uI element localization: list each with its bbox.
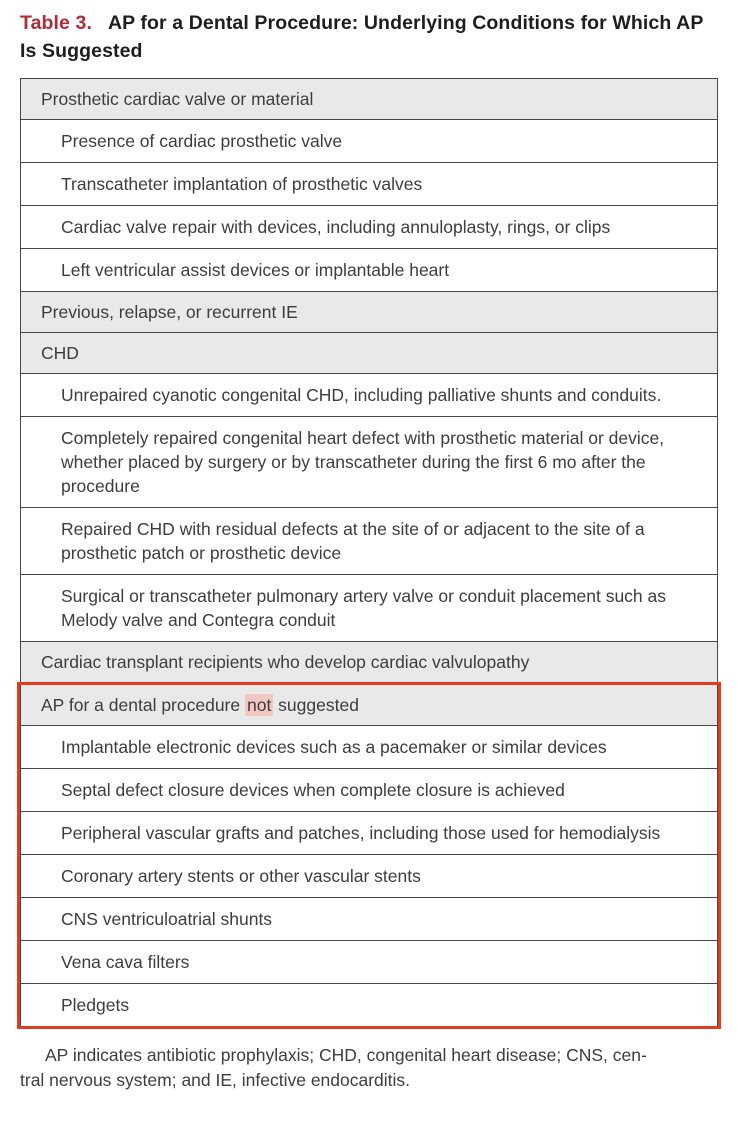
footnote-line: AP indicates antibiotic prophylaxis; CHD…: [45, 1045, 647, 1065]
table-row: Surgical or transcatheter pulmonary arte…: [21, 574, 717, 641]
not-word-highlight: not: [244, 694, 274, 716]
table-row: Pledgets: [21, 983, 717, 1026]
table-footnote: AP indicates antibiotic prophylaxis; CHD…: [20, 1043, 718, 1093]
table-row: Presence of cardiac prosthetic valve: [21, 119, 717, 162]
table-row: Completely repaired congenital heart def…: [21, 416, 717, 507]
table-row: Repaired CHD with residual defects at th…: [21, 507, 717, 574]
conditions-table: Prosthetic cardiac valve or material Pre…: [17, 78, 721, 1029]
table-row: Coronary artery stents or other vascular…: [21, 854, 717, 897]
footnote-line: tral nervous system; and IE, infective e…: [20, 1070, 411, 1090]
table-row: Vena cava filters: [21, 940, 717, 983]
table-title: Table 3. AP for a Dental Procedure: Under…: [20, 9, 718, 65]
red-callout-box-inner: AP for a dental procedure not suggested …: [20, 685, 718, 1026]
table-row: Implantable electronic devices such as a…: [21, 725, 717, 768]
table-row: Previous, relapse, or recurrent IE: [21, 291, 717, 332]
table-row: Cardiac transplant recipients who develo…: [21, 641, 717, 682]
table-title-text: AP for a Dental Procedure: Underlying Co…: [20, 12, 704, 62]
table-row: Cardiac valve repair with devices, inclu…: [21, 205, 717, 248]
table-row: CNS ventriculoatrial shunts: [21, 897, 717, 940]
not-suggested-pre-text: AP for a dental procedure: [41, 695, 245, 715]
table-row: Transcatheter implantation of prosthetic…: [21, 162, 717, 205]
red-callout-box: AP for a dental procedure not suggested …: [17, 682, 721, 1029]
table-row: CHD: [21, 332, 717, 373]
table-row: Septal defect closure devices when compl…: [21, 768, 717, 811]
table-row: Left ventricular assist devices or impla…: [21, 248, 717, 291]
table-row: Prosthetic cardiac valve or material: [21, 79, 717, 119]
table-upper-section: Prosthetic cardiac valve or material Pre…: [20, 78, 718, 682]
not-suggested-post-text: suggested: [273, 695, 359, 715]
table-row: Unrepaired cyanotic congenital CHD, incl…: [21, 373, 717, 416]
table-row: Peripheral vascular grafts and patches, …: [21, 811, 717, 854]
table-row-not-suggested-header: AP for a dental procedure not suggested: [21, 685, 717, 725]
table-number-label: Table 3.: [20, 12, 92, 34]
